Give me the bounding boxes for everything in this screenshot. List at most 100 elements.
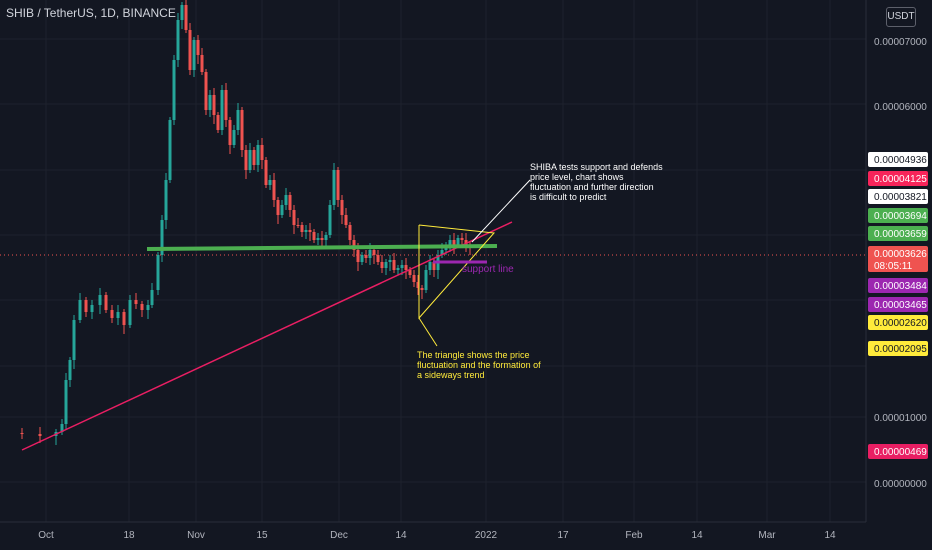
price-tag [868, 226, 928, 241]
price-tag-label: 0.00003465 [874, 300, 927, 311]
x-tick-label: Mar [758, 530, 776, 541]
candles-layer [20, 0, 472, 445]
x-tick-label: Oct [38, 530, 54, 541]
candle-body [116, 312, 120, 318]
candle-body [208, 95, 212, 110]
candle-body [364, 255, 368, 258]
candle-body [220, 90, 224, 130]
candle-body [60, 424, 64, 432]
candle-body [236, 110, 240, 130]
y-tick-label: 0.00007000 [874, 37, 927, 48]
top-callout-line [471, 179, 531, 243]
candle-body [264, 160, 268, 185]
candle-body [98, 295, 102, 305]
x-tick-label: 2022 [475, 530, 498, 541]
top-note-line: fluctuation and further direction [530, 182, 654, 192]
candle-body [122, 312, 126, 325]
candle-body [110, 310, 114, 318]
pair-title: SHIB / TetherUS, 1D, BINANCE [6, 6, 176, 20]
candle-body [448, 240, 452, 245]
candle-body [368, 250, 372, 258]
support-line-label: support line [462, 264, 514, 275]
candle-body [104, 295, 108, 310]
price-tag-label: 0.00004936 [874, 155, 927, 166]
candle-body [424, 270, 428, 290]
candle-body [304, 230, 308, 232]
candle-body [372, 250, 376, 255]
price-tag-label: 0.00002620 [874, 318, 927, 329]
candle-body [384, 262, 388, 268]
candle-body [428, 262, 432, 270]
candle-body [204, 72, 208, 110]
price-tag-label: 0.00003659 [874, 229, 927, 240]
candle-body [150, 290, 154, 305]
price-tag [868, 297, 928, 312]
candle-body [64, 380, 68, 424]
price-tag-label: 0.00003821 [874, 192, 927, 203]
candle-body [140, 304, 144, 310]
candle-body [392, 260, 396, 270]
x-tick-label: 14 [824, 530, 836, 541]
y-tick-label: 0.00001000 [874, 413, 927, 424]
candle-body [284, 195, 288, 205]
candle-body [276, 200, 280, 215]
candle-body [90, 305, 94, 312]
candle-body [308, 230, 312, 232]
candle-body [408, 270, 412, 275]
candle-body [292, 210, 296, 225]
drawings-layer: support line SHIBA tests support and defe… [0, 162, 866, 451]
top-note-line: price level, chart shows [530, 172, 624, 182]
candle-body [228, 120, 232, 145]
candle-body [192, 40, 196, 70]
top-note-line: SHIBA tests support and defends [530, 162, 663, 172]
x-tick-label: 14 [395, 530, 407, 541]
candle-body [416, 282, 420, 288]
candle-body [328, 205, 332, 235]
candle-body [420, 288, 424, 290]
candle-body [168, 120, 172, 180]
candle-body [344, 215, 348, 225]
bottom-note-line: a sideways trend [417, 370, 485, 380]
candle-body [348, 225, 352, 240]
candle-body [84, 300, 88, 312]
y-tick-label: 0.00000000 [874, 479, 927, 490]
candle-body [452, 240, 456, 245]
candle-body [134, 300, 138, 304]
x-tick-label: 14 [691, 530, 703, 541]
price-tag [868, 444, 928, 459]
price-tag [868, 189, 928, 204]
candle-body [340, 200, 344, 215]
candle-body [288, 195, 292, 210]
candle-body [320, 238, 324, 240]
candle-body [336, 170, 340, 200]
candle-body [376, 255, 380, 262]
candle-body [324, 235, 328, 240]
x-tick-label: Feb [625, 530, 643, 541]
candle-body [176, 20, 180, 60]
x-tick-label: 15 [256, 530, 268, 541]
x-tick-label: 18 [123, 530, 135, 541]
candle-body [240, 110, 244, 150]
price-tag-label: 0.00003484 [874, 281, 927, 292]
candle-body [316, 238, 320, 240]
candle-body [244, 150, 248, 170]
bottom-note-line: The triangle shows the price [417, 350, 530, 360]
candle-body [432, 262, 436, 270]
candle-body [440, 250, 444, 255]
candle-body [460, 238, 464, 240]
price-tag-label: 0.00004125 [874, 174, 927, 185]
price-tag-label: 0.00003626 [874, 249, 927, 260]
candle-body [248, 150, 252, 170]
candle-body [164, 180, 168, 220]
candle-body [188, 30, 192, 70]
support-zone-line [146, 244, 498, 251]
x-tick-label: Dec [330, 530, 348, 541]
candle-body [360, 255, 364, 262]
price-tag-label: 0.00003694 [874, 211, 927, 222]
currency-button[interactable]: USDT [886, 7, 916, 27]
price-tag [868, 315, 928, 330]
trendline [21, 221, 513, 451]
price-tag [868, 246, 928, 272]
candle-body [456, 238, 460, 245]
